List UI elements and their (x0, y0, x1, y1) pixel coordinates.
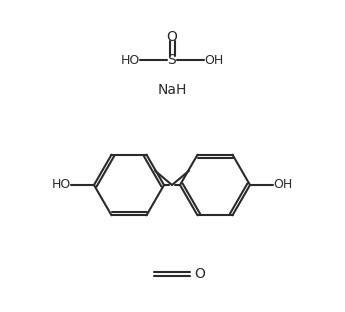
Text: OH: OH (204, 53, 224, 66)
Text: NaH: NaH (157, 83, 187, 97)
Text: HO: HO (51, 178, 71, 192)
Text: HO: HO (120, 53, 140, 66)
Text: O: O (195, 267, 205, 281)
Text: S: S (168, 53, 176, 67)
Text: OH: OH (273, 178, 293, 192)
Text: O: O (167, 30, 177, 44)
